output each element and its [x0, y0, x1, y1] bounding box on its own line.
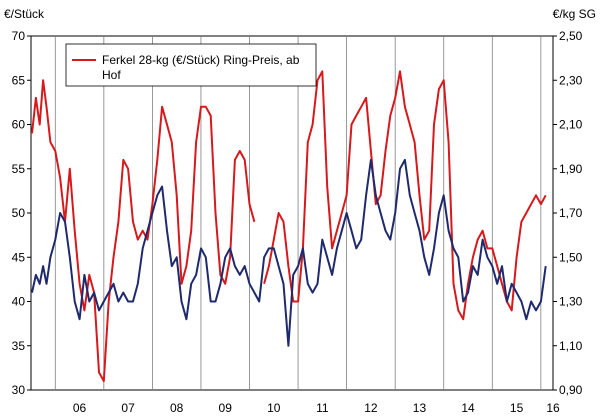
- right-tick-label: 1,70: [559, 206, 583, 220]
- x-tick-label: 15: [510, 401, 524, 415]
- right-axis-label: €/kg SG: [553, 7, 596, 21]
- legend-label-line2: Hof: [102, 68, 121, 82]
- left-axis-label: €/Stück: [4, 7, 45, 21]
- x-tick-label: 06: [73, 401, 87, 415]
- x-axis: 06 07 08 09 10 11 12 13 14 15 16: [73, 401, 560, 415]
- legend-label: Ferkel 28-kg (€/Stück) Ring-Preis, ab Ho…: [102, 53, 303, 82]
- left-tick-label: 50: [12, 206, 26, 220]
- x-tick-label: 08: [170, 401, 184, 415]
- left-tick-label: 30: [12, 383, 26, 397]
- right-tick-label: 1,90: [559, 162, 583, 176]
- x-tick-label: 11: [316, 401, 329, 415]
- right-tick-label: 2,30: [559, 73, 583, 87]
- left-tick-label: 45: [12, 250, 26, 264]
- x-tick-label: 14: [461, 401, 475, 415]
- right-tick-label: 1,30: [559, 295, 583, 309]
- series-group: [31, 70, 547, 383]
- x-tick-label: 13: [413, 401, 427, 415]
- x-tick-label: 16: [546, 401, 560, 415]
- right-tick-label: 1,10: [559, 339, 583, 353]
- legend-label-line1: Ferkel 28-kg (€/Stück) Ring-Preis, ab: [102, 53, 300, 67]
- left-tick-label: 70: [12, 29, 26, 43]
- right-tick-label: 2,10: [559, 118, 583, 132]
- left-tick-label: 60: [12, 118, 26, 132]
- right-tick-label: 1,50: [559, 250, 583, 264]
- series-line-secondary: [31, 158, 547, 347]
- x-tick-label: 09: [219, 401, 233, 415]
- right-tick-label: 0,90: [559, 383, 583, 397]
- left-tick-label: 40: [12, 295, 26, 309]
- left-tick-label: 35: [12, 339, 26, 353]
- left-axis: 30 35 40 45 50 55 60 65 70: [12, 29, 31, 397]
- vertical-gridlines: [54, 36, 542, 390]
- x-tick-label: 07: [121, 401, 135, 415]
- legend-box: [65, 43, 317, 87]
- legend: Ferkel 28-kg (€/Stück) Ring-Preis, ab Ho…: [65, 43, 317, 87]
- plot-area: [30, 35, 554, 391]
- x-tick-label: 10: [267, 401, 281, 415]
- series-line-ferkel: [31, 70, 547, 383]
- right-axis: 0,90 1,10 1,30 1,50 1,70 1,90 2,10 2,30 2,50: [553, 29, 583, 397]
- left-tick-label: 65: [12, 73, 26, 87]
- right-tick-label: 2,50: [559, 29, 583, 43]
- x-tick-label: 12: [364, 401, 378, 415]
- left-tick-label: 55: [12, 162, 26, 176]
